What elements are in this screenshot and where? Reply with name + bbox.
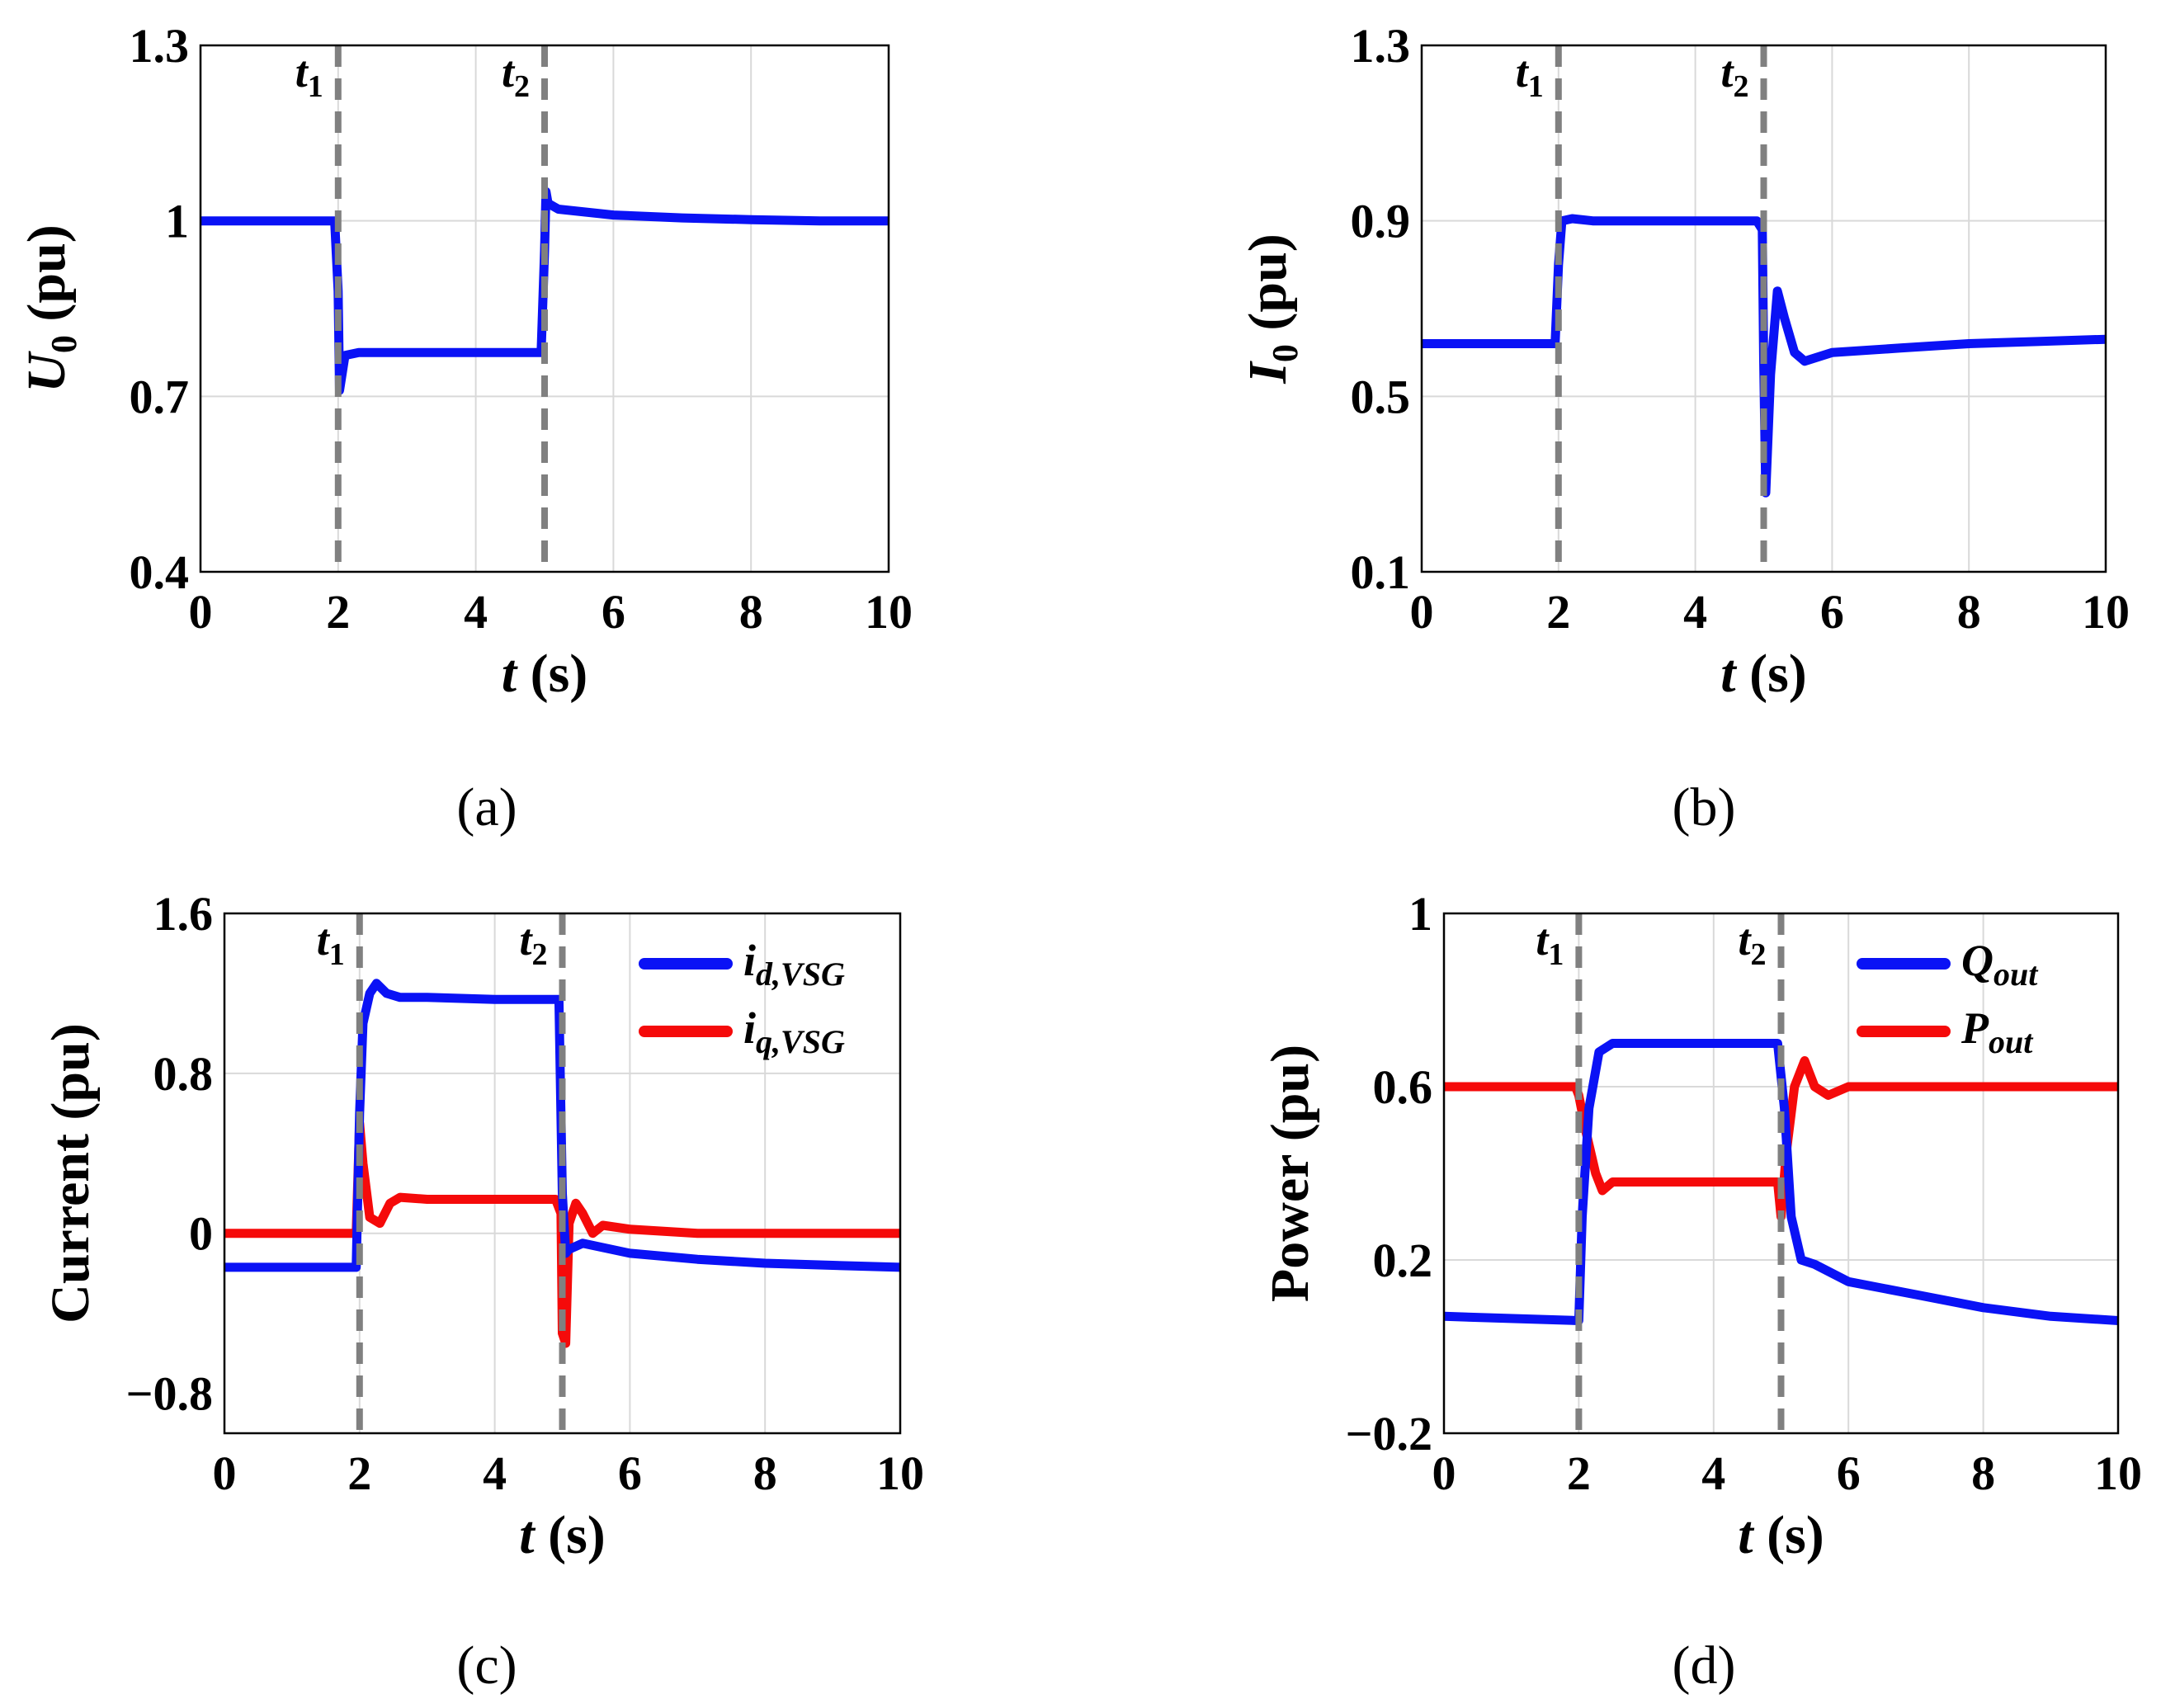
x-tick-label: 2 <box>1546 585 1570 639</box>
y-axis-label: U0 (pu) <box>17 224 84 393</box>
y-axis-label: I0 (pu) <box>1238 234 1305 385</box>
event-marker-label-t1: t1 <box>317 915 345 972</box>
x-tick-label: 6 <box>618 1446 642 1500</box>
x-tick-label: 0 <box>213 1446 237 1500</box>
series-line-Qout <box>1444 1039 2118 1325</box>
x-tick-label: 4 <box>1683 585 1707 639</box>
x-tick-label: 10 <box>865 585 913 639</box>
y-tick-label: −0.8 <box>125 1367 213 1421</box>
x-tick-label: 6 <box>1837 1446 1861 1500</box>
x-axis-label: t (s) <box>1738 1505 1824 1565</box>
event-marker-label-t2: t2 <box>1738 915 1766 972</box>
x-tick-label: 10 <box>2094 1446 2142 1500</box>
x-tick-label: 4 <box>464 585 488 639</box>
legend-label: id,VSG <box>743 936 845 993</box>
y-tick-label: 0 <box>189 1207 213 1261</box>
y-tick-label: 0.1 <box>1351 545 1411 599</box>
y-tick-label: 1.3 <box>1351 19 1411 73</box>
x-axis-label: t (s) <box>1720 644 1807 704</box>
x-tick-label: 2 <box>1567 1446 1591 1500</box>
x-tick-label: 8 <box>1971 1446 1995 1500</box>
y-tick-label: 1 <box>165 195 189 248</box>
x-tick-label: 2 <box>326 585 350 639</box>
event-marker-label-t1: t1 <box>1536 915 1564 972</box>
x-tick-label: 8 <box>753 1446 777 1500</box>
x-axis-label: t (s) <box>519 1505 606 1565</box>
y-axis-label: Current (pu) <box>40 1023 101 1323</box>
y-tick-label: 1.3 <box>130 19 190 73</box>
x-tick-label: 8 <box>739 585 763 639</box>
y-tick-label: 0.2 <box>1373 1234 1433 1287</box>
y-tick-label: 0.4 <box>130 545 190 599</box>
event-marker-label-t2: t2 <box>519 915 547 972</box>
x-tick-label: 4 <box>483 1446 507 1500</box>
subplot-b: 0 2 4 6 8 10 0.1 0.5 0.9 1.3 t (s) I0 (pu) t1 t2 (b) <box>1238 19 2130 837</box>
y-tick-label: 0.9 <box>1351 195 1411 248</box>
event-marker-label-t1: t1 <box>1516 47 1544 104</box>
subplot-caption: (c) <box>456 1635 517 1696</box>
x-tick-label: 0 <box>1432 1446 1456 1500</box>
series-line-id,VSG <box>224 979 900 1272</box>
y-axis-label: Power (pu) <box>1260 1045 1320 1302</box>
axes-frame <box>1442 912 2120 1435</box>
y-tick-label: 1.6 <box>153 887 214 941</box>
x-tick-label: 6 <box>1820 585 1844 639</box>
event-marker-label-t2: t2 <box>1720 47 1748 104</box>
y-tick-label: 0.7 <box>130 370 190 423</box>
y-tick-label: −0.2 <box>1345 1407 1432 1460</box>
y-tick-label: 0.8 <box>153 1047 214 1101</box>
y-tick-label: 0.5 <box>1351 370 1411 423</box>
legend-label: iq,VSG <box>743 1003 845 1060</box>
subplot-d: 0 2 4 6 8 10 −0.2 0.2 0.6 1 t (s) Power (pu) t1 t2 Qou… <box>1260 887 2142 1696</box>
axes-frame <box>199 44 890 573</box>
subplot-caption: (b) <box>1673 777 1736 837</box>
axes-frame <box>223 912 902 1435</box>
x-tick-label: 0 <box>1410 585 1434 639</box>
x-tick-label: 4 <box>1701 1446 1725 1500</box>
x-tick-label: 2 <box>347 1446 371 1500</box>
subplot-a: 0 2 4 6 8 10 0.4 0.7 1 1.3 t (s) U0 (pu) t1 t2 (a) <box>17 19 913 837</box>
y-tick-label: 0.6 <box>1373 1060 1433 1114</box>
x-tick-label: 0 <box>189 585 213 639</box>
legend-label: Qout <box>1961 936 2039 993</box>
x-tick-label: 8 <box>1957 585 1981 639</box>
axes-frame <box>1420 44 2107 573</box>
y-tick-label: 1 <box>1408 887 1432 941</box>
x-tick-label: 10 <box>876 1446 924 1500</box>
subplot-c: 0 2 4 6 8 10−0.800.81.6t (s)Current (pu)t1 t2 i… <box>40 887 924 1696</box>
subplot-caption: (a) <box>456 777 517 837</box>
x-axis-label: t (s) <box>502 644 588 704</box>
legend-label: Pout <box>1960 1003 2034 1060</box>
x-tick-label: 10 <box>2082 585 2130 639</box>
x-tick-label: 6 <box>602 585 625 639</box>
subplot-caption: (d) <box>1673 1635 1736 1696</box>
event-marker-label-t2: t2 <box>502 47 530 104</box>
event-marker-label-t1: t1 <box>295 47 323 104</box>
